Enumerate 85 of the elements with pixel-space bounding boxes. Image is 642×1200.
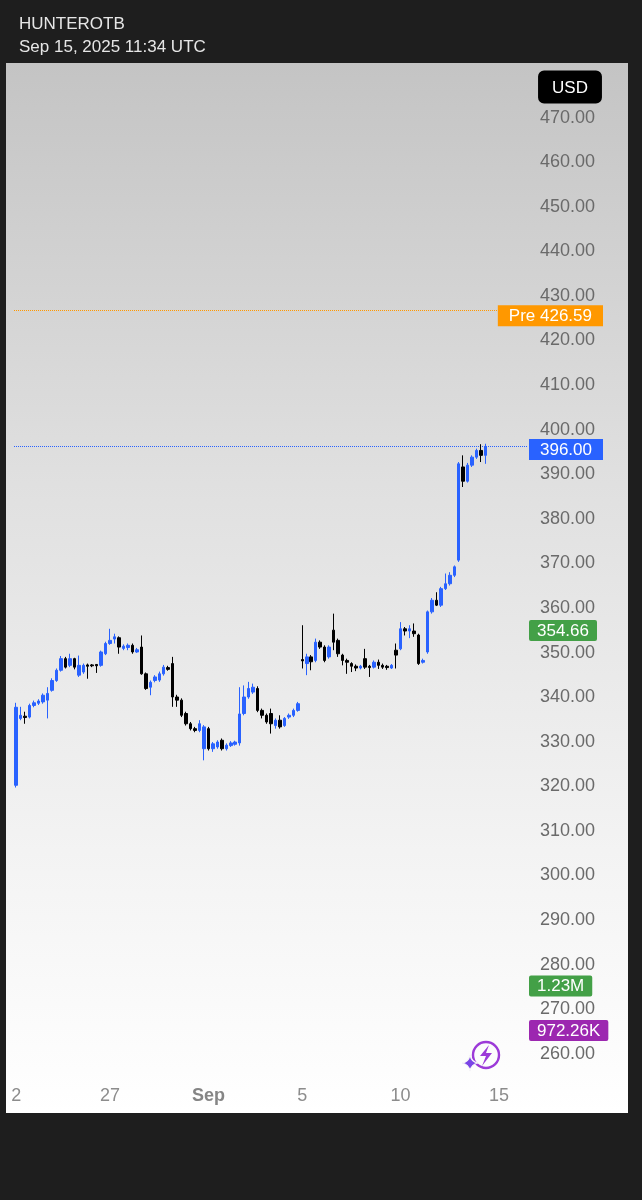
candlestick	[412, 622, 416, 638]
text: 354.66	[537, 621, 589, 641]
candlestick	[408, 624, 411, 639]
ref-line-label: Pre 426.59	[508, 306, 593, 326]
candlestick	[394, 643, 398, 669]
candlestick	[23, 711, 27, 725]
x-tick-label: 5	[297, 1085, 308, 1105]
y-axis-title: USD	[552, 77, 588, 97]
candlestick	[309, 654, 313, 671]
y-tick-label: 330.00	[540, 730, 596, 751]
candlestick	[73, 657, 76, 670]
y-tick-label: 410.00	[540, 374, 596, 395]
ref-line-label: 396.00	[540, 440, 592, 460]
x-tick-label: 10	[390, 1085, 411, 1105]
candlestick	[220, 737, 224, 752]
y-tick-label: 340.00	[540, 686, 596, 707]
candlestick	[461, 454, 465, 488]
candlestick	[345, 658, 349, 675]
y-tick-label: 360.00	[540, 596, 596, 617]
candlestick	[287, 713, 291, 720]
candlestick	[403, 626, 407, 636]
y-tick-label: 300.00	[540, 864, 596, 885]
y-tick-label: 420.00	[540, 329, 596, 350]
y-tick-label: 400.00	[540, 418, 596, 439]
y-tick-label: 320.00	[540, 775, 596, 796]
candlestick	[421, 658, 425, 665]
candlestick	[68, 653, 72, 668]
y-tick-label: 440.00	[540, 240, 596, 261]
y-tick-label: 450.00	[540, 195, 596, 216]
candlestick	[314, 638, 317, 663]
y-tick-label: 350.00	[540, 641, 596, 662]
text: 1.23M	[537, 976, 585, 996]
y-tick-label: 310.00	[540, 819, 596, 840]
candlestick	[207, 726, 210, 752]
candlestick	[278, 714, 282, 730]
x-tick-label: 27	[100, 1085, 121, 1105]
candlestick	[251, 683, 255, 695]
candlestick	[131, 643, 134, 655]
candlestick	[202, 724, 206, 761]
candlestick	[113, 633, 116, 645]
candlestick	[64, 656, 67, 669]
candlestick	[399, 621, 402, 651]
candlestick	[229, 740, 233, 748]
candlestick	[377, 659, 380, 670]
y-tick-label: 470.00	[540, 106, 596, 127]
chart-subtitle: Sep 15, 2025 11:34 UTC	[19, 37, 206, 56]
candlestick	[269, 708, 273, 735]
y-tick-label: 270.00	[540, 998, 596, 1019]
candlestick	[274, 717, 277, 730]
candlestick	[354, 663, 358, 672]
x-tick-label: 2	[11, 1085, 22, 1105]
candlestick	[14, 702, 18, 789]
candlestick	[417, 633, 420, 666]
candlestick	[283, 716, 286, 728]
candlestick	[126, 643, 130, 651]
candlestick	[149, 680, 152, 696]
candlestick	[77, 655, 81, 678]
candlestick	[296, 701, 300, 713]
chart-title: HUNTEROTB	[19, 14, 125, 33]
y-tick-label: 370.00	[540, 552, 596, 573]
text: 972.26K	[537, 1021, 601, 1041]
candlestick	[372, 659, 376, 669]
y-tick-label: 290.00	[540, 909, 596, 930]
candlestick	[211, 741, 215, 753]
candlestick	[327, 644, 331, 660]
candlestick	[457, 461, 460, 563]
candlestick	[479, 443, 483, 463]
candlestick	[117, 635, 121, 655]
candlestick	[435, 591, 438, 607]
candlestick	[305, 653, 309, 676]
candlestick	[385, 664, 389, 671]
candlestick	[301, 624, 304, 669]
y-tick-label: 430.00	[540, 284, 596, 305]
candlestick	[390, 663, 393, 670]
candlestick	[135, 647, 139, 654]
candlestick	[153, 674, 157, 683]
y-tick-label: 280.00	[540, 953, 596, 974]
candlestick	[193, 726, 197, 733]
y-tick-label: 380.00	[540, 507, 596, 528]
y-tick-label: 460.00	[540, 151, 596, 172]
x-tick-label: Sep	[191, 1085, 225, 1105]
y-tick-label: 390.00	[540, 463, 596, 484]
candlestick	[359, 664, 362, 670]
y-tick-label: 260.00	[540, 1042, 596, 1063]
x-tick-label: 15	[488, 1085, 509, 1105]
